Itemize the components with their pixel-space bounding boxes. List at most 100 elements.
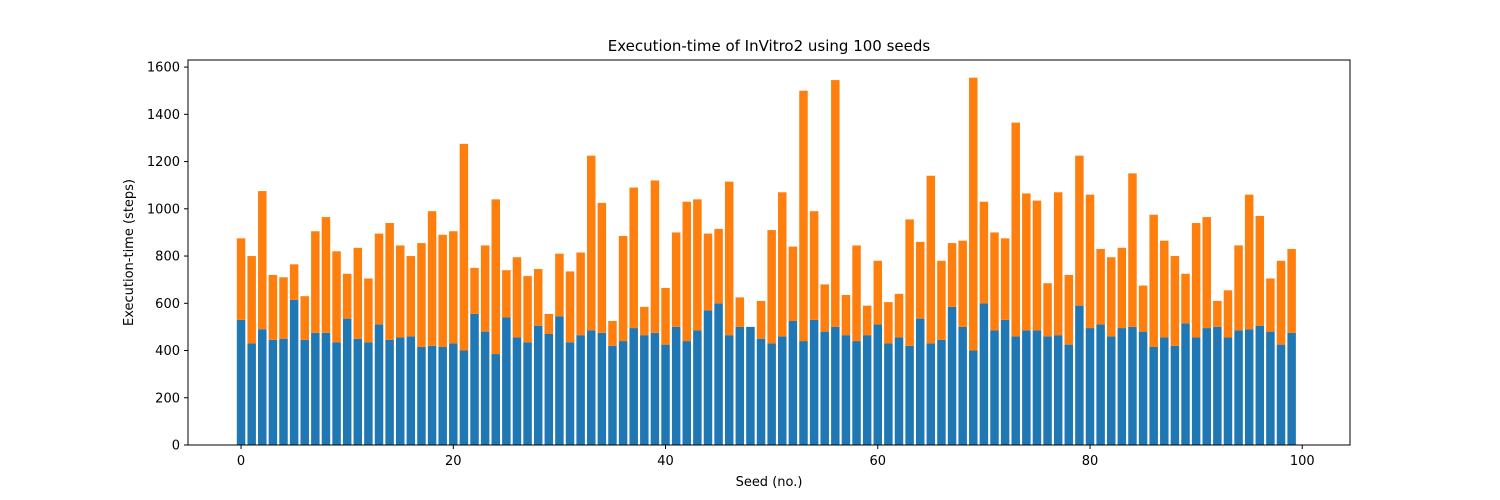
bar-series-1-seed-20 <box>449 343 458 445</box>
bar-series-1-seed-41 <box>671 326 681 445</box>
bar-series-1-seed-60 <box>873 324 883 445</box>
bar-series-1-seed-43 <box>693 330 702 445</box>
bar-series-2-seed-83 <box>1117 247 1127 329</box>
bar-series-2-seed-57 <box>841 295 851 336</box>
bar-series-1-seed-7 <box>311 332 320 445</box>
x-tick-label: 60 <box>869 454 886 469</box>
bar-series-2-seed-97 <box>1266 278 1275 332</box>
y-tick-label: 1200 <box>147 155 180 170</box>
y-tick-label: 400 <box>155 344 180 359</box>
bar-series-1-seed-46 <box>724 335 734 445</box>
bar-series-2-seed-19 <box>438 234 447 347</box>
bar-series-1-seed-31 <box>565 342 575 445</box>
bar-series-2-seed-22 <box>470 267 479 314</box>
bar-series-2-seed-86 <box>1149 214 1158 347</box>
bar-series-1-seed-35 <box>608 345 617 445</box>
bar-series-1-seed-39 <box>650 332 660 445</box>
bar-series-1-seed-24 <box>491 354 500 445</box>
bar-series-1-seed-22 <box>470 313 479 445</box>
x-tick-label: 80 <box>1082 454 1099 469</box>
plot-frame <box>187 59 1351 446</box>
bar-series-2-seed-68 <box>958 240 967 327</box>
bar-series-2-seed-66 <box>937 260 946 340</box>
bar-series-2-seed-51 <box>778 192 787 337</box>
bar-series-2-seed-17 <box>417 243 426 347</box>
bar-series-1-seed-28 <box>533 325 543 445</box>
bar-series-1-seed-34 <box>597 332 607 445</box>
bar-series-2-seed-99 <box>1287 248 1296 333</box>
bar-series-2-seed-62 <box>894 293 904 338</box>
x-tick-label: 0 <box>237 454 245 469</box>
bar-series-2-seed-69 <box>969 77 978 351</box>
bar-series-1-seed-70 <box>979 303 989 445</box>
x-axis: 0 20 40 60 80 100 <box>237 445 1315 469</box>
bar-series-2-seed-56 <box>831 80 840 327</box>
bar-series-1-seed-19 <box>438 346 447 445</box>
bar-series-2-seed-70 <box>979 201 989 304</box>
y-tick-label: 800 <box>155 250 180 265</box>
bar-series-2-seed-11 <box>353 247 363 339</box>
bar-series-1-seed-27 <box>523 342 532 445</box>
bar-series-1-seed-57 <box>841 335 851 445</box>
bar-series-1-seed-91 <box>1202 328 1211 445</box>
bar-series-1-seed-86 <box>1149 346 1158 445</box>
bar-series-1-seed-5 <box>289 299 299 445</box>
bar-series-2-seed-38 <box>640 306 649 336</box>
bar-series-2-seed-36 <box>618 235 628 342</box>
bar-series-1-seed-96 <box>1255 325 1265 445</box>
bar-series-2-seed-96 <box>1255 215 1265 326</box>
bar-series-1-seed-99 <box>1287 332 1296 445</box>
bar-series-1-seed-66 <box>937 339 946 445</box>
bar-series-1-seed-32 <box>576 335 585 445</box>
bar-series-2-seed-76 <box>1043 283 1052 337</box>
bar-series-2-seed-90 <box>1191 222 1201 338</box>
bar-series-2-seed-65 <box>926 175 936 344</box>
bar-series-2-seed-9 <box>332 251 341 343</box>
x-axis-label: Seed (no.) <box>736 475 803 490</box>
bar-series-2-seed-25 <box>502 270 511 318</box>
bar-series-1-seed-52 <box>788 320 798 445</box>
bar-series-1-seed-58 <box>852 341 861 445</box>
bar-series-2-seed-23 <box>480 245 490 332</box>
bar-series-2-seed-84 <box>1128 173 1137 327</box>
bar-series-2-seed-80 <box>1085 194 1095 329</box>
y-axis: 0 200 400 600 800 1000 1200 1400 1600 <box>147 61 188 454</box>
bar-series-1-seed-92 <box>1213 326 1222 445</box>
y-tick-label: 200 <box>155 391 180 406</box>
bar-series-2-seed-20 <box>449 231 458 344</box>
bar-series-2-seed-47 <box>735 297 745 327</box>
bar-series-2-seed-13 <box>374 233 384 325</box>
y-tick-label: 1000 <box>147 202 180 217</box>
bar-series-2-seed-89 <box>1181 273 1190 324</box>
bar-series-1-seed-75 <box>1032 330 1042 445</box>
bar-series-2-seed-7 <box>311 231 320 333</box>
bar-series-1-seed-63 <box>905 345 914 445</box>
bar-series-2-seed-95 <box>1244 194 1254 330</box>
bar-series-2-seed-55 <box>820 284 829 332</box>
bar-series-1-seed-56 <box>831 326 840 445</box>
bar-series-2-seed-42 <box>682 201 692 342</box>
bar-series-2-seed-46 <box>724 181 734 336</box>
y-tick-label: 0 <box>172 439 180 454</box>
bar-series-2-seed-73 <box>1011 122 1020 337</box>
y-tick-label: 1400 <box>147 108 180 123</box>
bar-series-1-seed-38 <box>640 335 649 445</box>
bar-series-2-seed-44 <box>703 233 713 311</box>
bar-series-2-seed-60 <box>873 260 883 325</box>
bar-series-1-seed-77 <box>1053 335 1063 445</box>
bar-series-1-seed-30 <box>555 316 564 445</box>
bar-series-1-seed-80 <box>1085 328 1095 445</box>
bar-series-1-seed-4 <box>279 338 288 445</box>
bar-series-2-seed-88 <box>1170 256 1180 346</box>
bar-series-2-seed-59 <box>862 305 872 336</box>
bar-series-1-seed-59 <box>862 335 872 445</box>
bar-series-2-seed-29 <box>544 313 554 334</box>
bar-series-1-seed-83 <box>1117 328 1127 445</box>
bar-series-2-seed-12 <box>364 278 373 343</box>
bar-series-2-seed-16 <box>406 256 416 337</box>
bar-series-1-seed-68 <box>958 326 967 445</box>
bar-series-1-seed-72 <box>1000 319 1010 445</box>
bar-series-2-seed-33 <box>587 155 596 331</box>
bar-series-2-seed-58 <box>852 245 861 342</box>
bar-series-1-seed-42 <box>682 341 692 445</box>
